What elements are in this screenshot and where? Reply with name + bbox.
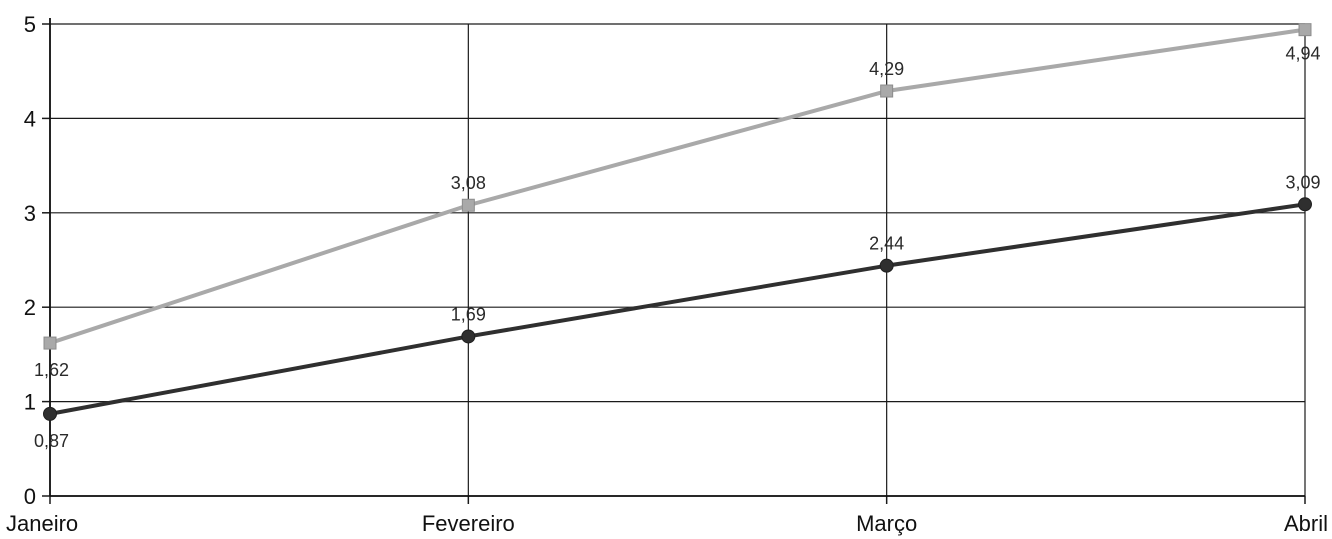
series-0-point xyxy=(43,336,57,350)
series-0-point xyxy=(461,198,475,212)
series-line-0 xyxy=(49,27,1306,345)
label-layer: 1,62 3,08 4,29 4,94 0,87 1,69 2,44 3,09 xyxy=(34,44,1321,451)
x-category-label: Janeiro xyxy=(6,511,78,536)
series-1-point xyxy=(879,258,894,273)
axis-layer: 0 1 2 3 4 5 Janeiro Fevereiro Março Abril xyxy=(6,12,1328,536)
series-layer xyxy=(43,23,1312,421)
series-0-data-label: 1,62 xyxy=(34,360,69,380)
series-0-data-label: 3,08 xyxy=(451,173,486,193)
grid-layer xyxy=(49,23,1306,497)
series-1-data-label: 2,44 xyxy=(869,234,904,254)
series-0-point xyxy=(880,84,894,98)
x-category-label: Março xyxy=(856,511,917,536)
series-1-point xyxy=(1298,197,1312,212)
x-category-label: Fevereiro xyxy=(422,511,515,536)
series-1-point xyxy=(461,329,476,344)
series-0-point xyxy=(1298,23,1312,37)
series-1-data-label: 0,87 xyxy=(34,431,69,451)
y-tick-label: 0 xyxy=(24,484,36,509)
series-1-data-label: 1,69 xyxy=(451,304,486,324)
series-0-data-label: 4,29 xyxy=(869,59,904,79)
series-1-data-label: 3,09 xyxy=(1285,172,1320,192)
y-tick-label: 5 xyxy=(24,12,36,37)
y-tick-label: 2 xyxy=(24,295,36,320)
series-0-data-label: 4,94 xyxy=(1285,44,1320,64)
series-1-point xyxy=(43,406,57,421)
series-line-1 xyxy=(49,202,1306,416)
y-tick-label: 3 xyxy=(24,201,36,226)
y-tick-label: 4 xyxy=(24,106,36,131)
x-category-label: Abril xyxy=(1284,511,1328,536)
y-tick-label: 1 xyxy=(24,390,36,415)
